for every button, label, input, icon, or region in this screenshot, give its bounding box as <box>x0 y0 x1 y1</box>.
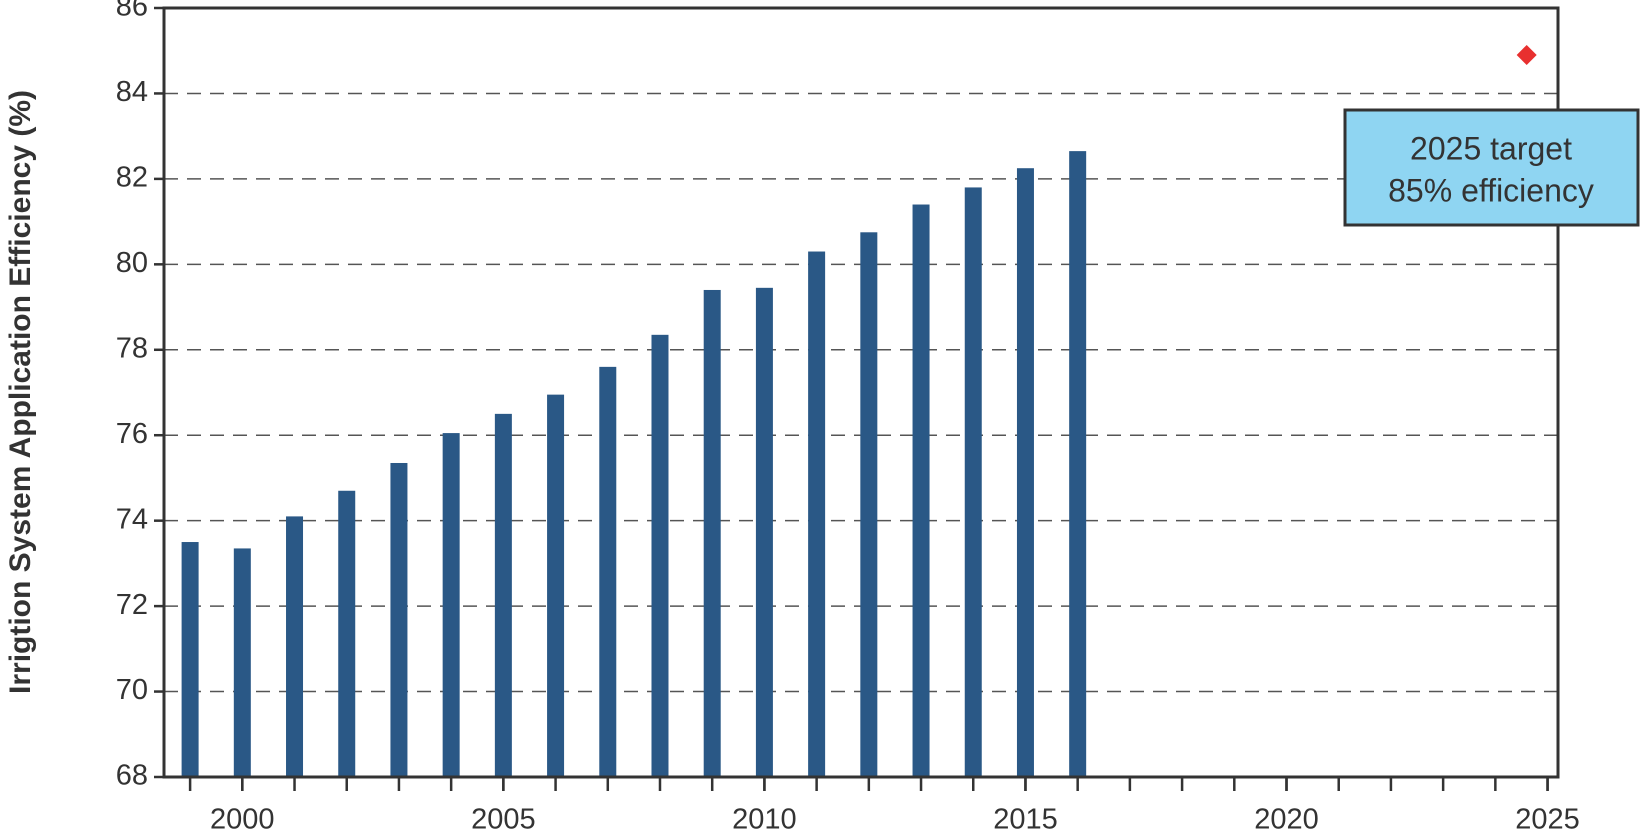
bar <box>912 204 930 777</box>
bar <box>964 187 982 777</box>
bar <box>1069 151 1087 777</box>
bar <box>286 516 304 777</box>
bar <box>599 366 617 777</box>
plot-frame <box>162 6 1560 779</box>
bar <box>338 490 356 777</box>
y-tick-label: 86 <box>116 0 148 23</box>
y-tick-label: 74 <box>116 503 148 535</box>
annotation-box <box>1343 108 1640 227</box>
bar <box>808 251 826 777</box>
y-tick-label: 72 <box>116 589 148 621</box>
y-tick-label: 76 <box>116 418 148 450</box>
y-tick-label: 82 <box>116 162 148 194</box>
target-marker <box>1516 44 1537 65</box>
y-tick-label: 84 <box>116 76 148 108</box>
y-tick-label: 80 <box>116 247 148 279</box>
x-tick-label: 2015 <box>993 804 1058 833</box>
bar <box>860 232 878 777</box>
x-tick-label: 2000 <box>210 804 275 833</box>
bar <box>703 289 721 777</box>
annotation-text: 2025 target <box>1410 130 1572 166</box>
bar <box>181 542 199 777</box>
bar <box>547 394 565 777</box>
x-tick-label: 2020 <box>1254 804 1319 833</box>
x-tick-label: 2005 <box>471 804 536 833</box>
bar <box>494 413 512 777</box>
bar <box>442 433 460 777</box>
x-tick-label: 2010 <box>732 804 797 833</box>
y-tick-label: 78 <box>116 332 148 364</box>
bar <box>390 462 408 777</box>
x-tick-label: 2025 <box>1515 804 1580 833</box>
annotation-text: 85% efficiency <box>1388 172 1594 208</box>
y-axis-label: Irrigtion System Application Efficiency … <box>4 90 37 694</box>
bar <box>651 334 669 777</box>
bar <box>233 548 251 777</box>
y-tick-label: 70 <box>116 674 148 706</box>
bar <box>755 287 773 777</box>
y-tick-label: 68 <box>116 760 148 792</box>
bar <box>1016 168 1034 778</box>
